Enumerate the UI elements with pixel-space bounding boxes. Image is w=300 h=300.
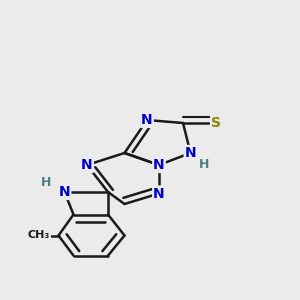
Text: H: H [41,176,52,190]
Text: S: S [211,116,221,130]
Text: N: N [141,113,153,127]
Text: N: N [153,187,165,200]
Text: N: N [81,158,93,172]
Text: CH₃: CH₃ [28,230,50,241]
Text: N: N [185,146,196,160]
Text: N: N [153,158,165,172]
Text: H: H [199,158,209,172]
Text: N: N [59,185,70,199]
